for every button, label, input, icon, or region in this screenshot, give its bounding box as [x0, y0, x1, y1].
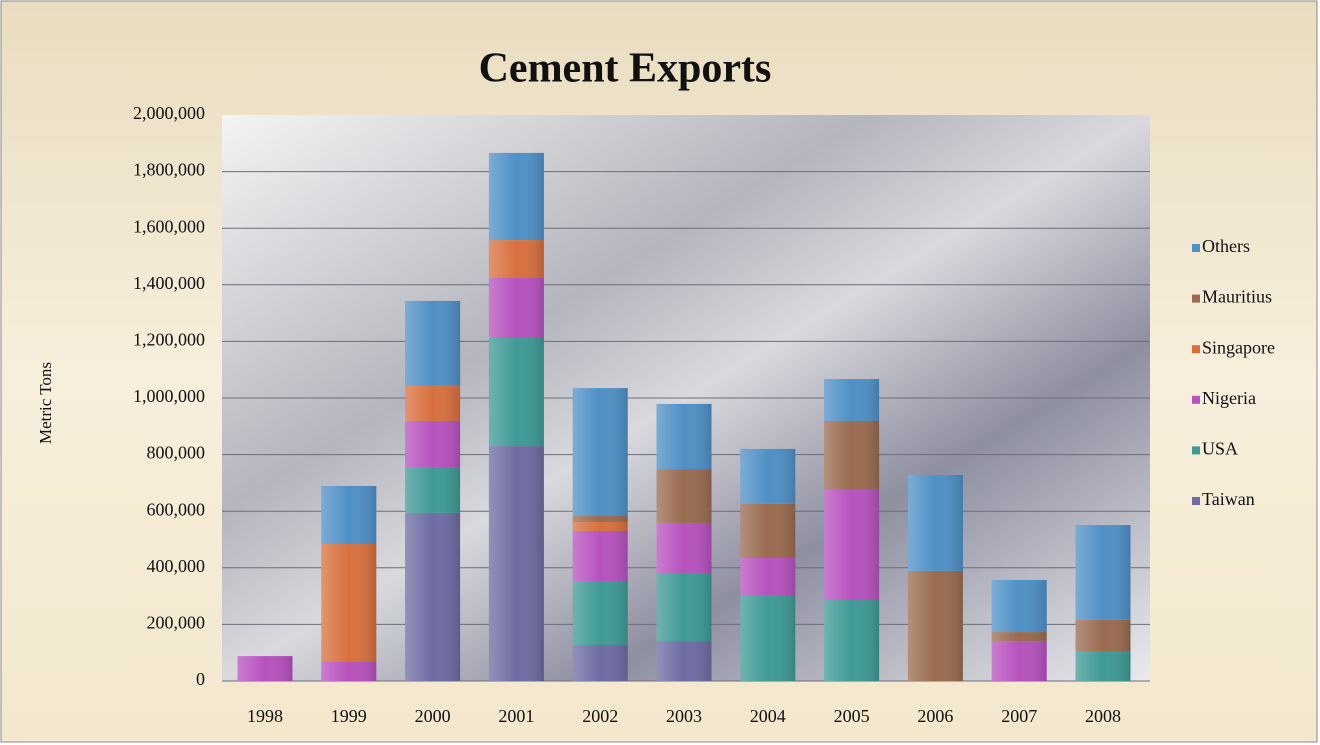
x-tick-label: 1998	[247, 706, 283, 726]
bar-shade	[824, 379, 880, 421]
bar-shade	[907, 474, 963, 571]
bar-shade	[572, 388, 628, 517]
legend-label: Mauritius	[1202, 287, 1272, 307]
bar-shade	[907, 570, 963, 681]
y-tick-label: 1,600,000	[133, 216, 205, 236]
bar-shade	[656, 403, 712, 470]
bar-shade	[656, 523, 712, 573]
x-tick-label: 2007	[1001, 706, 1037, 726]
y-tick-label: 0	[196, 669, 205, 689]
x-tick-label: 2006	[917, 706, 953, 726]
y-axis-label: Metric Tons	[36, 362, 55, 444]
y-tick-label: 2,000,000	[133, 103, 205, 123]
bar-shade	[572, 581, 628, 646]
bar-shade	[740, 503, 796, 558]
legend-swatch	[1192, 395, 1200, 404]
chart-title: Cement Exports	[479, 46, 772, 92]
x-tick-label: 2001	[498, 706, 534, 726]
x-tick-label: 2002	[582, 706, 618, 726]
bar-shade	[405, 300, 461, 385]
y-tick-label: 1,800,000	[133, 160, 205, 180]
bar-shade	[824, 488, 880, 601]
bar-shade	[321, 486, 377, 545]
legend-swatch	[1192, 497, 1200, 505]
legend-swatch	[1192, 446, 1200, 455]
bar-shade	[572, 531, 628, 582]
bar-shade	[488, 338, 544, 447]
y-tick-label: 600,000	[147, 499, 206, 519]
bar-shade	[572, 645, 628, 681]
x-tick-label: 2000	[415, 706, 451, 726]
x-tick-label: 2003	[666, 706, 702, 726]
bar-shade	[488, 278, 544, 339]
legend-swatch	[1192, 244, 1200, 252]
legend-swatch	[1192, 294, 1200, 303]
bar-shade	[488, 152, 544, 241]
legend-label: Taiwan	[1202, 489, 1255, 509]
bar-shade	[321, 661, 377, 681]
bar-shade	[321, 544, 377, 662]
legend-label: Nigeria	[1202, 388, 1256, 408]
y-tick-label: 1,200,000	[133, 330, 205, 350]
bar-shade	[991, 641, 1047, 681]
x-tick-label: 2008	[1085, 706, 1121, 726]
bar-shade	[824, 420, 880, 489]
bar-shade	[405, 384, 461, 421]
bar-shade	[488, 240, 544, 279]
bar-shade	[488, 446, 544, 681]
y-tick-label: 1,000,000	[133, 386, 205, 406]
bar-shade	[1075, 651, 1131, 681]
bar-shade	[405, 420, 461, 468]
legend-label: USA	[1202, 439, 1238, 459]
bar-shade	[740, 594, 796, 681]
legend-label: Others	[1202, 236, 1250, 256]
bar-shade	[656, 641, 712, 681]
y-tick-label: 800,000	[147, 443, 206, 463]
bar-shade	[991, 632, 1047, 642]
bar-shade	[740, 448, 796, 504]
bar-shade	[1075, 619, 1131, 652]
bar-shade	[405, 467, 461, 513]
x-tick-label: 2005	[834, 706, 870, 726]
y-tick-label: 400,000	[147, 556, 206, 576]
bar-shade	[656, 469, 712, 524]
bar-shade	[1075, 525, 1131, 620]
bar-shade	[572, 516, 628, 522]
bar-shade	[572, 521, 628, 532]
x-tick-label: 2004	[750, 706, 786, 726]
x-tick-label: 1999	[331, 706, 367, 726]
bar-shade	[824, 600, 880, 681]
legend-swatch	[1192, 345, 1200, 354]
bar-shade	[237, 656, 293, 681]
y-tick-label: 200,000	[147, 613, 206, 633]
bar-shade	[740, 557, 796, 595]
legend-label: Singapore	[1202, 337, 1275, 357]
bar-shade	[656, 572, 712, 642]
y-tick-label: 1,400,000	[133, 273, 205, 293]
bar-shade	[991, 579, 1047, 633]
bar-shade	[405, 512, 461, 681]
